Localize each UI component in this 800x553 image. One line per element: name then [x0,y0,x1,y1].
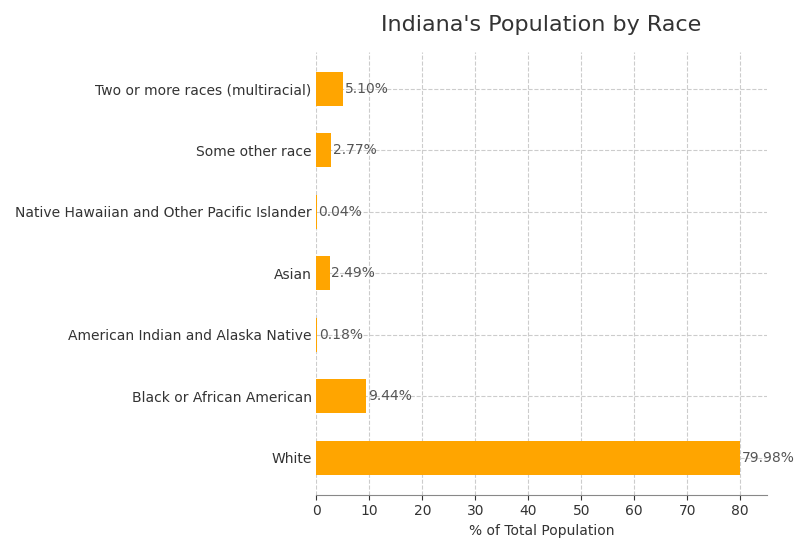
Bar [317,257,330,290]
Bar [317,318,318,352]
Text: 0.04%: 0.04% [318,205,362,219]
Bar [317,72,343,106]
Text: 79.98%: 79.98% [742,451,794,465]
Text: 9.44%: 9.44% [368,389,412,403]
Bar [317,133,331,167]
Title: Indiana's Population by Race: Indiana's Population by Race [382,15,702,35]
Bar [317,379,366,413]
Text: 5.10%: 5.10% [345,82,389,96]
Bar [317,441,740,474]
Text: 2.77%: 2.77% [333,143,377,158]
Text: 0.18%: 0.18% [319,328,363,342]
Text: 2.49%: 2.49% [331,267,375,280]
X-axis label: % of Total Population: % of Total Population [469,524,614,538]
